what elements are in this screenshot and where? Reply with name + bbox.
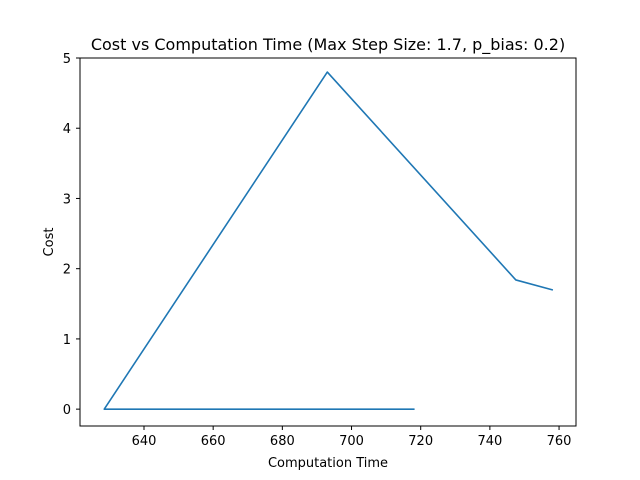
y-tick-label: 4: [63, 122, 71, 137]
axes-frame: [79, 57, 577, 427]
y-tick-label: 5: [63, 52, 71, 67]
y-tick-label: 3: [63, 192, 71, 207]
y-axis-label: Cost: [42, 228, 57, 257]
plot-area: [103, 71, 554, 410]
y-tick-label: 0: [63, 403, 71, 418]
x-axis-label: Computation Time: [268, 456, 388, 471]
y-tick-label: 1: [63, 333, 71, 348]
y-tick-label: 2: [63, 263, 71, 278]
x-tick-label: 720: [408, 434, 433, 449]
x-tick-label: 660: [201, 434, 226, 449]
x-tick-label: 740: [477, 434, 502, 449]
y-axis-ticks: 0 1 2 3 4 5: [63, 52, 80, 418]
x-axis-ticks: 640 660 680 700 720 740 760: [132, 426, 572, 449]
chart-title: Cost vs Computation Time (Max Step Size:…: [91, 35, 565, 55]
x-tick-label: 700: [339, 434, 364, 449]
x-tick-label: 760: [547, 434, 572, 449]
x-tick-label: 680: [270, 434, 295, 449]
x-tick-label: 640: [132, 434, 157, 449]
series-line-0: [103, 71, 554, 410]
